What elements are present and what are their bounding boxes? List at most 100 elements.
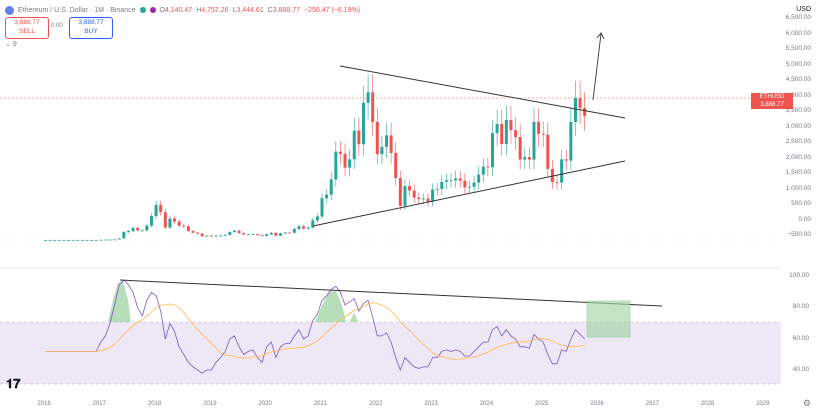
buy-button[interactable]: 3,888.77 BUY	[69, 17, 113, 39]
candle	[375, 121, 379, 155]
candle	[371, 92, 375, 122]
ohlc-high: H4,757.26	[196, 6, 229, 14]
candle	[481, 166, 485, 175]
candle	[550, 168, 554, 182]
price-axis-label: 3,500.00	[785, 107, 811, 114]
price-axis-label: 5,500.00	[785, 45, 811, 52]
candle	[113, 239, 117, 241]
candle	[306, 227, 310, 229]
candle	[504, 120, 508, 144]
candle	[302, 226, 306, 229]
price-axis-label: 2,000.00	[785, 153, 811, 161]
price-axis-label: 4,000.00	[785, 91, 811, 99]
candle	[117, 238, 121, 240]
candle	[560, 159, 564, 183]
candle	[348, 159, 352, 168]
candle	[509, 120, 513, 131]
candle	[131, 227, 135, 232]
candle	[168, 218, 172, 228]
spread-value: 0.00	[51, 23, 63, 29]
candle	[458, 178, 462, 181]
candle	[90, 239, 94, 241]
candle	[518, 136, 522, 160]
candle	[449, 180, 453, 182]
gear-icon[interactable]: ⚙	[802, 398, 811, 408]
candle	[569, 121, 573, 161]
price-tag: ETHUSD 3,888.77 04:22:16	[751, 93, 793, 116]
candle	[159, 204, 163, 213]
rsi-peak-fill-2017	[108, 281, 131, 322]
candle	[292, 228, 296, 233]
ethereum-logo-icon	[5, 5, 14, 15]
tradingview-logo-icon[interactable]: 𝟏𝟕	[6, 377, 21, 392]
candle	[182, 225, 186, 227]
candle	[209, 235, 213, 237]
candle	[440, 181, 444, 189]
price-axis-label: 6,500.00	[785, 14, 811, 21]
candle	[315, 216, 319, 221]
candle	[564, 159, 568, 161]
price-axis-label: 500.00	[791, 200, 811, 207]
candle	[76, 239, 80, 241]
price-axis-label: 1,000.00	[785, 184, 811, 192]
candle	[532, 121, 536, 160]
candle	[122, 232, 126, 239]
candle	[255, 234, 259, 236]
candle	[251, 234, 255, 235]
candle	[338, 151, 342, 154]
buy-label: BUY	[84, 28, 98, 35]
candle	[426, 198, 430, 202]
lower-trendline[interactable]	[312, 160, 626, 227]
rsi-peak-fill-2021	[315, 291, 346, 322]
sell-price: 3,888.77	[14, 19, 40, 26]
rsi-trendline[interactable]	[119, 279, 663, 307]
candle	[472, 182, 476, 187]
candle	[541, 133, 545, 135]
price-axis-label: 0.00	[798, 215, 811, 223]
candle	[44, 239, 47, 241]
price-tag-symbol: ETHUSD	[759, 94, 785, 100]
candle	[491, 133, 495, 168]
candle	[62, 239, 66, 241]
candle	[463, 180, 467, 188]
candle	[467, 186, 471, 188]
buy-price: 3,888.77	[78, 19, 104, 26]
ohlc-open: O4,140.47	[159, 6, 193, 14]
time-axis-label: 2028	[700, 401, 715, 407]
price-axis-label: 3,000.00	[785, 122, 811, 130]
candle	[454, 178, 458, 181]
candle	[537, 121, 541, 134]
symbol-title[interactable]: Ethereum / U.S. Dollar · 1M · Binance	[18, 6, 136, 14]
candle	[417, 197, 421, 200]
candle	[380, 146, 384, 155]
time-axis-label: 2016	[37, 401, 51, 407]
candle	[173, 218, 177, 222]
symbol-header: Ethereum / U.S. Dollar · 1M · Binance O4…	[5, 3, 360, 17]
candle	[80, 239, 84, 241]
currency-label[interactable]: USD	[796, 6, 811, 13]
indicators-toggle[interactable]: ⌄ 9	[5, 40, 17, 48]
candle	[200, 233, 204, 237]
candle	[555, 181, 559, 183]
upper-trendline[interactable]	[339, 65, 626, 119]
candle	[48, 239, 52, 241]
projection-arrow[interactable]	[592, 33, 602, 101]
price-tag-countdown: 04:22:16	[760, 110, 784, 116]
candle	[85, 239, 89, 241]
candle	[242, 233, 246, 235]
candle	[246, 234, 250, 236]
candle	[57, 239, 61, 241]
candle	[191, 231, 195, 233]
rsi-line	[45, 279, 585, 374]
candle	[214, 235, 218, 237]
candle	[361, 102, 365, 145]
candle	[573, 98, 577, 122]
rsi-target-box[interactable]	[586, 300, 631, 338]
rsi-peak-fill-2021b	[350, 312, 358, 322]
candle	[329, 179, 333, 195]
rsi-axis-label: 60.00	[792, 335, 809, 342]
candle	[297, 226, 301, 229]
sell-button[interactable]: 3,888.77 SELL	[5, 17, 49, 39]
candles-group	[44, 74, 587, 241]
